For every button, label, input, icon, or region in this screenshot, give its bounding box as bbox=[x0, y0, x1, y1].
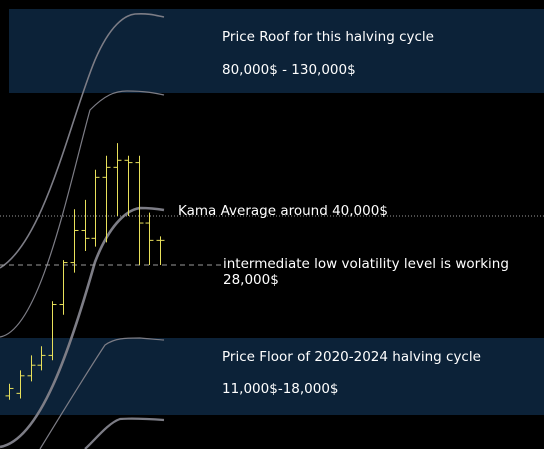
channel-floor-curve bbox=[84, 417, 165, 449]
roof-zone-title: Price Roof for this halving cycle bbox=[222, 29, 434, 45]
channel-center-curve bbox=[0, 206, 165, 449]
channel-mid-upper-curve bbox=[0, 90, 165, 338]
channel-lower-curve bbox=[39, 337, 165, 449]
floor-zone-band bbox=[0, 338, 544, 415]
floor-zone-title: Price Floor of 2020-2024 halving cycle bbox=[222, 349, 481, 365]
roof-zone-range: 80,000$ - 130,000$ bbox=[222, 62, 356, 78]
roof-zone-band bbox=[9, 9, 544, 93]
kama-average-label: Kama Average around 40,000$ bbox=[178, 203, 388, 219]
low-volatility-value: 28,000$ bbox=[223, 272, 279, 288]
low-volatility-label: intermediate low volatility level is wor… bbox=[223, 256, 509, 272]
floor-zone-range: 11,000$-18,000$ bbox=[222, 381, 339, 397]
channel-upper-curve bbox=[0, 13, 165, 269]
